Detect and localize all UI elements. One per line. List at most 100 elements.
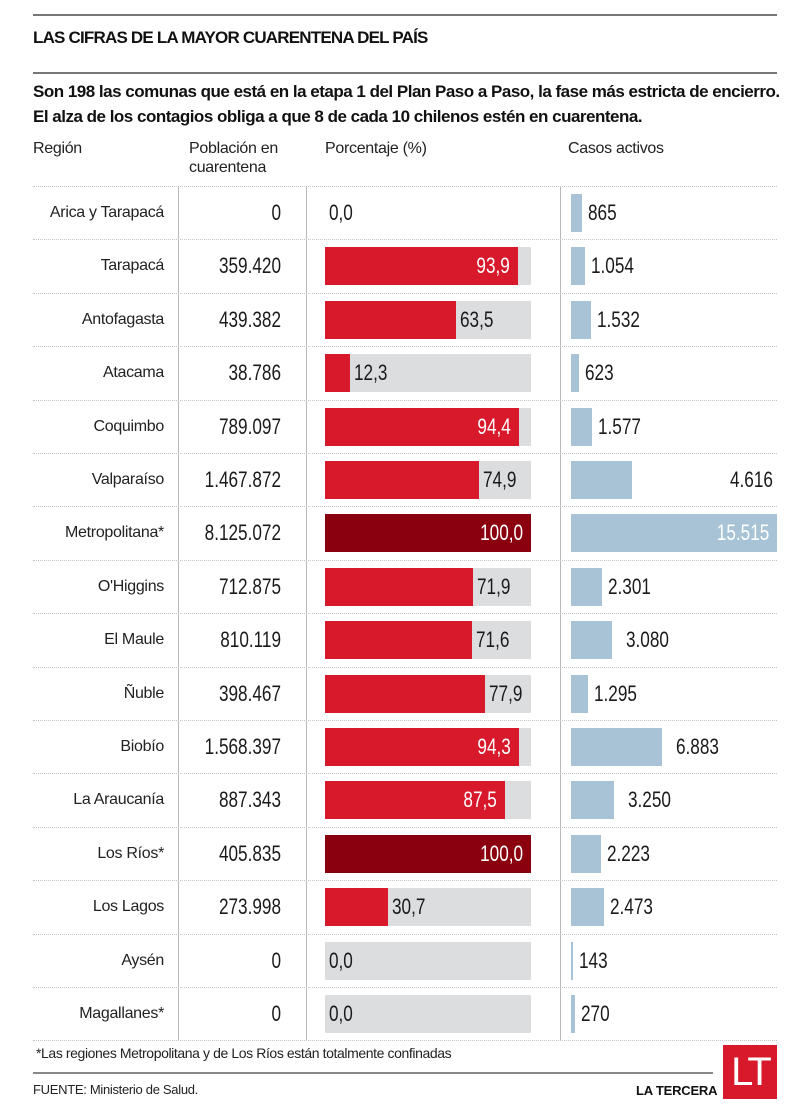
percentage-label: 74,9 bbox=[483, 467, 517, 492]
active-cases-label: 3.080 bbox=[626, 627, 669, 653]
percentage-label: 94,3 bbox=[477, 734, 511, 759]
table-row: Antofagasta 439.382 63,5 1.532 bbox=[33, 293, 777, 346]
row-separator bbox=[33, 613, 777, 615]
percentage-label: 100,0 bbox=[480, 840, 523, 866]
active-cases-bar bbox=[571, 567, 602, 606]
population-value: 789.097 bbox=[218, 413, 281, 439]
population-value: 359.420 bbox=[218, 253, 281, 279]
column-header-active-cases: Casos activos bbox=[568, 140, 664, 157]
population-value: 1.467.872 bbox=[204, 467, 281, 492]
population-value: 405.835 bbox=[218, 840, 281, 866]
row-separator bbox=[33, 292, 777, 294]
column-divider-percentage bbox=[560, 186, 561, 1040]
population-value: 0 bbox=[271, 200, 281, 225]
region-name: Arica y Tarapacá bbox=[49, 204, 164, 221]
percentage-bar bbox=[325, 247, 518, 286]
active-cases-bar bbox=[571, 354, 579, 393]
row-separator bbox=[33, 1040, 777, 1042]
percentage-bar bbox=[325, 514, 531, 553]
table-row: Arica y Tarapacá 0 0,0 865 bbox=[33, 186, 777, 239]
row-separator bbox=[33, 186, 777, 187]
active-cases-label: 270 bbox=[581, 1001, 610, 1026]
region-name: Tarapacá bbox=[100, 257, 165, 275]
population-value: 0 bbox=[271, 1001, 281, 1026]
top-rule bbox=[33, 14, 777, 16]
population-value: 712.875 bbox=[218, 573, 281, 599]
population-value: 8.125.072 bbox=[204, 520, 281, 546]
region-name: Magallanes* bbox=[79, 1005, 164, 1022]
table-row: Ñuble 398.467 77,9 1.295 bbox=[33, 667, 777, 720]
column-header-region: Región bbox=[33, 140, 82, 157]
active-cases-label: 3.250 bbox=[628, 787, 671, 813]
percentage-label: 0,0 bbox=[329, 947, 353, 973]
table-row: Los Lagos 273.998 30,7 2.473 bbox=[33, 880, 777, 933]
table-row: Valparaíso 1.467.872 74,9 4.616 bbox=[33, 453, 777, 506]
percentage-bar bbox=[325, 781, 505, 820]
active-cases-label: 2.473 bbox=[610, 894, 653, 920]
active-cases-label: 1.532 bbox=[597, 306, 640, 332]
region-name: Atacama bbox=[102, 364, 164, 382]
table-row: Tarapacá 359.420 93,9 1.054 bbox=[33, 239, 777, 292]
region-name: El Maule bbox=[104, 631, 164, 649]
percentage-label: 0,0 bbox=[329, 1001, 353, 1026]
percentage-bar bbox=[325, 461, 479, 499]
row-separator bbox=[33, 933, 777, 935]
percentage-bar bbox=[325, 300, 456, 339]
table-row: La Araucanía 887.343 87,5 3.250 bbox=[33, 773, 777, 826]
percentage-label: 12,3 bbox=[354, 360, 388, 386]
region-name: Biobío bbox=[120, 738, 164, 755]
active-cases-bar bbox=[571, 621, 612, 660]
row-separator bbox=[33, 506, 777, 508]
active-cases-bar bbox=[571, 781, 614, 820]
row-separator bbox=[33, 720, 777, 721]
percentage-label: 30,7 bbox=[392, 894, 426, 920]
row-separator bbox=[33, 239, 777, 241]
column-divider-region bbox=[178, 186, 179, 1040]
active-cases-label: 6.883 bbox=[676, 734, 719, 759]
active-cases-bar bbox=[571, 247, 585, 286]
active-cases-label: 1.054 bbox=[591, 253, 634, 279]
percentage-label: 100,0 bbox=[480, 520, 523, 546]
active-cases-label: 623 bbox=[585, 360, 614, 386]
percentage-bar bbox=[325, 354, 350, 393]
percentage-bar bbox=[325, 834, 531, 873]
active-cases-bar bbox=[571, 194, 582, 232]
population-value: 439.382 bbox=[218, 306, 281, 332]
population-value: 38.786 bbox=[228, 360, 281, 386]
footnote: *Las regiones Metropolitana y de Los Río… bbox=[36, 1045, 452, 1061]
active-cases-bar bbox=[571, 674, 588, 713]
la-tercera-logo-icon: LT bbox=[723, 1045, 777, 1099]
percentage-bar bbox=[325, 621, 472, 660]
percentage-label: 63,5 bbox=[460, 306, 494, 332]
column-divider-population bbox=[306, 186, 307, 1040]
region-name: Los Lagos bbox=[92, 898, 164, 916]
percentage-bar-background bbox=[325, 941, 531, 980]
source-text: FUENTE: Ministerio de Salud. bbox=[33, 1082, 198, 1097]
table-row: Atacama 38.786 12,3 623 bbox=[33, 346, 777, 399]
region-name: Metropolitana* bbox=[65, 524, 164, 542]
chart-title: LAS CIFRAS DE LA MAYOR CUARENTENA DEL PA… bbox=[33, 28, 428, 47]
row-separator bbox=[33, 346, 777, 348]
active-cases-label: 1.577 bbox=[598, 413, 641, 439]
region-name: Coquimbo bbox=[93, 417, 164, 435]
region-name: Valparaíso bbox=[91, 471, 165, 488]
row-separator bbox=[33, 826, 777, 828]
column-header-percentage: Porcentaje (%) bbox=[325, 140, 427, 157]
percentage-bar bbox=[325, 407, 519, 446]
active-cases-bar bbox=[571, 461, 632, 499]
region-name: Aysén bbox=[121, 951, 164, 969]
active-cases-bar bbox=[571, 834, 601, 873]
active-cases-label: 4.616 bbox=[730, 467, 773, 492]
table-row: El Maule 810.119 71,6 3.080 bbox=[33, 613, 777, 666]
percentage-label: 77,9 bbox=[489, 680, 523, 706]
footer-rule bbox=[33, 1072, 713, 1074]
row-separator bbox=[33, 399, 777, 401]
region-name: Antofagasta bbox=[81, 310, 164, 328]
row-separator bbox=[33, 987, 777, 988]
active-cases-bar bbox=[571, 941, 573, 980]
table-row: Coquimbo 789.097 94,4 1.577 bbox=[33, 400, 777, 453]
row-separator bbox=[33, 666, 777, 668]
active-cases-bar bbox=[571, 514, 777, 553]
active-cases-bar bbox=[571, 888, 604, 927]
percentage-label: 71,9 bbox=[477, 573, 511, 599]
